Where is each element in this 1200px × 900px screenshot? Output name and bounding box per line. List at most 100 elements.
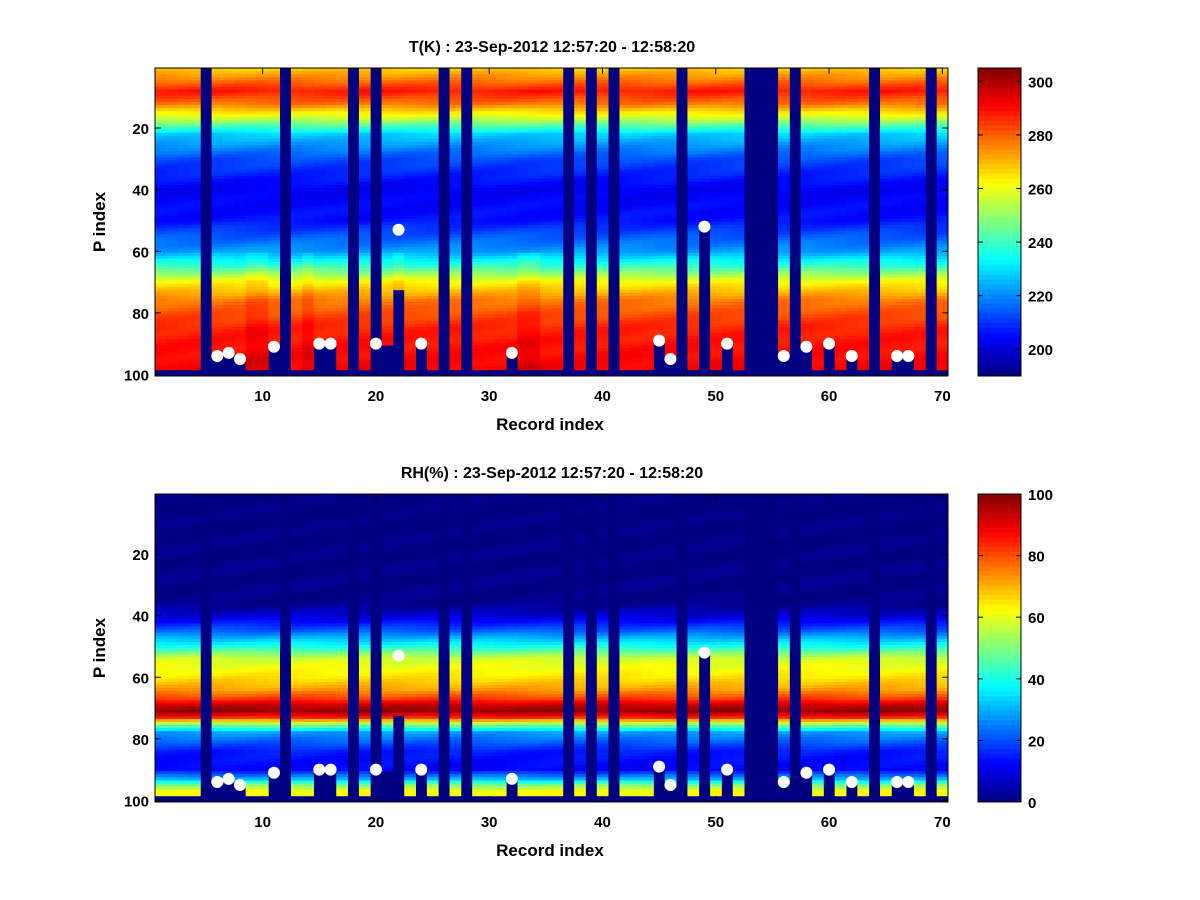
heatmap-cell (392, 243, 405, 248)
heatmap-cell (732, 95, 745, 100)
heatmap-cell (687, 286, 700, 291)
heatmap-cell (290, 120, 303, 124)
heatmap-cell (188, 345, 201, 349)
heatmap-cell (857, 132, 870, 137)
heatmap-cell (642, 308, 654, 312)
heatmap-cell (211, 200, 224, 204)
record-column (528, 68, 541, 371)
heatmap-cell (664, 148, 677, 152)
heatmap-cell (891, 271, 904, 275)
heatmap-cell (687, 320, 700, 325)
heatmap-cell (517, 172, 530, 177)
heatmap-cell (381, 231, 394, 235)
heatmap-cell (710, 234, 722, 238)
heatmap-cell (177, 160, 190, 164)
heatmap-cell (823, 157, 836, 161)
heatmap-cell (880, 354, 892, 358)
heatmap-cell (880, 117, 892, 121)
heatmap-cell (358, 360, 371, 365)
heatmap-cell (540, 363, 552, 368)
heatmap-cell (778, 188, 790, 192)
heatmap-cell (177, 234, 190, 238)
heatmap-cell (721, 274, 734, 278)
heatmap-cell (188, 145, 201, 149)
heatmap-cell (540, 160, 552, 164)
heatmap-cell (857, 252, 870, 257)
heatmap-cell (483, 197, 496, 201)
heatmap-cell (188, 188, 201, 192)
heatmap-cell (358, 212, 371, 217)
heatmap-cell (664, 151, 677, 155)
heatmap-cell (426, 178, 439, 183)
heatmap-cell (302, 141, 314, 146)
heatmap-cell (472, 225, 484, 229)
heatmap-cell (710, 98, 722, 103)
heatmap-cell (596, 342, 609, 346)
heatmap-cell (800, 240, 813, 244)
heatmap-cell (155, 255, 167, 260)
heatmap-cell (392, 194, 405, 198)
heatmap-cell (449, 191, 462, 195)
heatmap-cell (404, 339, 416, 343)
heatmap-cell (211, 228, 224, 232)
heatmap-cell (902, 280, 915, 284)
heatmap-cell (268, 280, 281, 284)
heatmap-cell (472, 138, 484, 143)
heatmap-cell (574, 323, 586, 328)
heatmap-cell (302, 345, 314, 349)
heatmap-cell (721, 314, 734, 318)
heatmap-cell (415, 203, 428, 207)
heatmap-cell (596, 181, 609, 186)
heatmap-cell (155, 203, 167, 207)
heatmap-cell (358, 249, 371, 254)
heatmap-cell (381, 274, 394, 278)
heatmap-cell (710, 181, 722, 186)
heatmap-cell (596, 339, 609, 343)
heatmap-cell (812, 299, 824, 303)
heatmap-cell (506, 339, 518, 343)
heatmap-cell (234, 178, 247, 183)
heatmap-cell (302, 120, 314, 124)
heatmap-cell (494, 295, 507, 300)
heatmap-cell (211, 68, 224, 72)
heatmap-cell (222, 92, 235, 97)
heatmap-cell (245, 351, 258, 355)
heatmap-cell (698, 194, 711, 198)
heatmap-cell (687, 175, 700, 180)
heatmap-cell (823, 289, 836, 294)
heatmap-cell (268, 258, 281, 263)
heatmap-cell (426, 249, 439, 254)
heatmap-cell (358, 77, 371, 81)
heatmap-cell (823, 314, 836, 318)
heatmap-cell (710, 311, 722, 315)
heatmap-cell (880, 234, 892, 238)
heatmap-cell (687, 292, 700, 297)
heatmap-cell (891, 203, 904, 207)
heatmap-cell (891, 332, 904, 337)
heatmap-cell (449, 357, 462, 361)
heatmap-cell (404, 123, 416, 127)
heatmap-cell (324, 302, 337, 306)
heatmap-cell (891, 268, 904, 272)
heatmap-cell (891, 117, 904, 121)
heatmap-cell (619, 98, 632, 103)
heatmap-cell (834, 175, 847, 180)
heatmap-cell (721, 203, 734, 207)
heatmap-cell (823, 206, 836, 211)
heatmap-cell (506, 151, 518, 155)
heatmap-cell (449, 292, 462, 297)
heatmap-cell (902, 311, 915, 315)
heatmap-cell (449, 305, 462, 309)
heatmap-cell (166, 178, 179, 183)
heatmap-cell (381, 286, 394, 291)
heatmap-cell (324, 191, 337, 195)
heatmap-cell (256, 320, 269, 325)
heatmap-cell (891, 243, 904, 248)
heatmap-cell (664, 323, 677, 328)
heatmap-cell (642, 77, 654, 81)
heatmap-cell (823, 311, 836, 315)
heatmap-cell (698, 95, 711, 100)
heatmap-cell (256, 141, 269, 146)
heatmap-cell (166, 249, 179, 254)
heatmap-cell (710, 80, 722, 84)
